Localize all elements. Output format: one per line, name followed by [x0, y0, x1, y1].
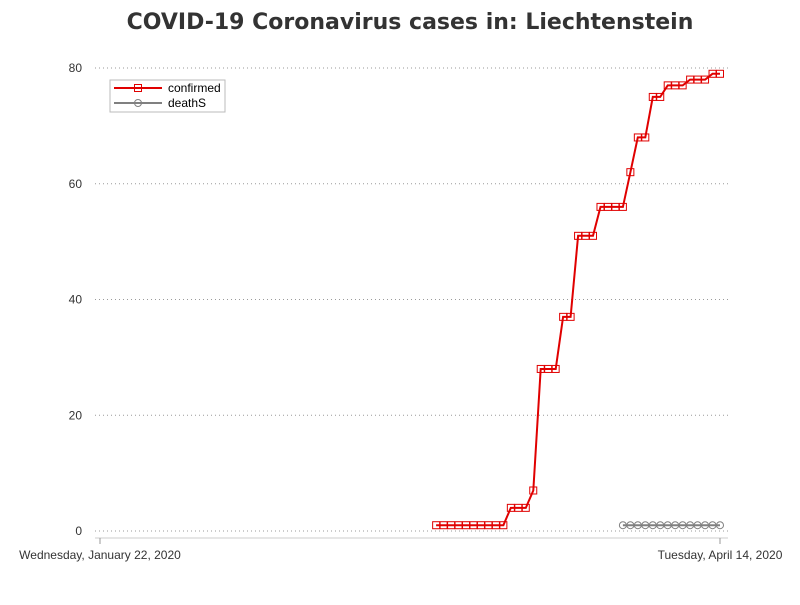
series-confirmed	[432, 69, 724, 530]
chart-title: COVID-19 Coronavirus cases in: Liechtens…	[126, 10, 694, 35]
y-tick-label: 80	[69, 61, 83, 75]
series-deaths	[618, 521, 724, 530]
data-point-confirmed	[521, 503, 530, 512]
legend-marker-confirmed	[134, 84, 142, 92]
series-layer	[432, 69, 724, 530]
legend-marker-deaths	[134, 99, 142, 107]
data-point-confirmed	[499, 521, 508, 530]
legend-label-confirmed: confirmed	[168, 81, 221, 95]
axis-layer: 0 20 40 60 80 Wednesday, January 22, 2020 Tues…	[19, 61, 783, 562]
y-tick-label: 0	[75, 524, 82, 538]
series-line-confirmed	[436, 72, 720, 527]
y-tick-label: 20	[69, 408, 83, 422]
data-point-confirmed	[678, 81, 687, 90]
data-point-confirmed	[626, 168, 635, 177]
data-point-confirmed	[551, 364, 560, 373]
x-tick-label: Wednesday, January 22, 2020	[19, 548, 181, 562]
legend-box	[109, 79, 226, 113]
data-point-confirmed	[716, 69, 724, 78]
y-tick-label: 40	[69, 293, 83, 307]
legend-label-deaths: deathS	[168, 96, 206, 110]
data-point-confirmed	[566, 312, 575, 321]
data-point-confirmed	[529, 486, 538, 495]
data-point-confirmed	[701, 75, 710, 84]
data-point-deaths	[716, 521, 724, 530]
data-point-confirmed	[656, 92, 665, 101]
grid-layer	[95, 67, 728, 532]
x-tick-label: Tuesday, April 14, 2020	[658, 548, 783, 562]
data-point-confirmed	[641, 133, 650, 142]
data-point-confirmed	[589, 231, 598, 240]
y-tick-label: 60	[69, 177, 83, 191]
data-point-confirmed	[618, 202, 627, 211]
